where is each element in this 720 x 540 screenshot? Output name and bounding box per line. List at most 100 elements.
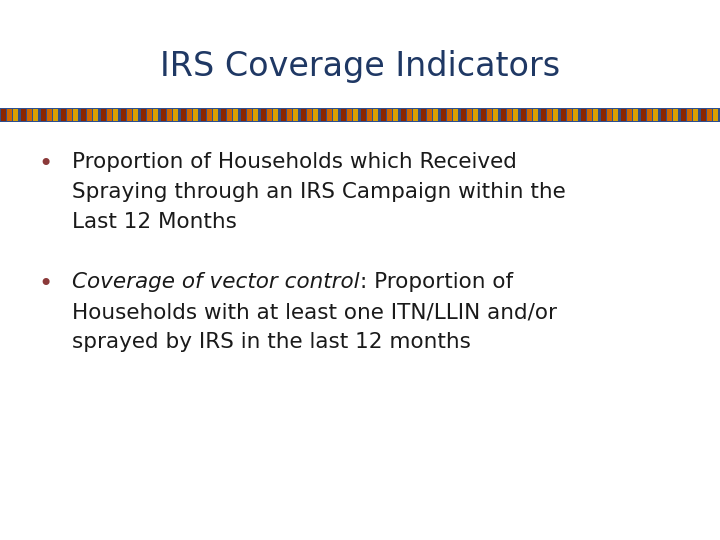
Text: Households with at least one ITN/LLIN and/or: Households with at least one ITN/LLIN an…	[72, 302, 557, 322]
Bar	[407, 109, 413, 122]
Bar	[27, 109, 32, 122]
Bar	[501, 109, 506, 122]
Text: sprayed by IRS in the last 12 months: sprayed by IRS in the last 12 months	[72, 332, 471, 352]
Bar	[607, 109, 612, 122]
Bar	[447, 109, 452, 122]
Bar	[181, 109, 186, 122]
Bar	[133, 109, 138, 122]
Bar	[667, 109, 672, 122]
Bar	[153, 109, 158, 122]
Bar	[487, 109, 492, 122]
Bar	[373, 109, 378, 122]
Bar	[21, 109, 27, 122]
Bar	[687, 109, 692, 122]
Bar	[327, 109, 332, 122]
Bar	[527, 109, 532, 122]
Bar	[7, 109, 12, 122]
Bar	[613, 109, 618, 122]
Bar	[307, 109, 312, 122]
Bar	[427, 109, 432, 122]
Bar	[541, 109, 546, 122]
Text: Spraying through an IRS Campaign within the: Spraying through an IRS Campaign within …	[72, 182, 566, 202]
Bar	[633, 109, 638, 122]
Bar	[707, 109, 712, 122]
Bar	[141, 109, 146, 122]
Bar	[413, 109, 418, 122]
Bar	[207, 109, 212, 122]
Text: Proportion of Households which Received: Proportion of Households which Received	[72, 152, 517, 172]
Bar	[173, 109, 178, 122]
Bar	[401, 109, 406, 122]
Bar	[193, 109, 198, 122]
Bar	[341, 109, 346, 122]
Bar	[273, 109, 278, 122]
Bar	[33, 109, 38, 122]
Bar	[467, 109, 472, 122]
Bar	[433, 109, 438, 122]
Bar	[473, 109, 478, 122]
Bar	[507, 109, 512, 122]
Bar	[681, 109, 686, 122]
Bar	[41, 109, 46, 122]
Bar	[642, 109, 647, 122]
Bar	[81, 109, 86, 122]
Bar	[453, 109, 458, 122]
Bar	[53, 109, 58, 122]
Bar	[102, 109, 107, 122]
Bar	[553, 109, 558, 122]
Text: •: •	[38, 152, 53, 176]
Bar	[481, 109, 487, 122]
Text: Coverage of vector control: Coverage of vector control	[72, 272, 359, 292]
Bar	[293, 109, 298, 122]
Text: •: •	[38, 272, 53, 296]
Bar	[462, 109, 467, 122]
Bar	[147, 109, 152, 122]
Bar	[347, 109, 352, 122]
Bar	[621, 109, 626, 122]
Bar	[47, 109, 53, 122]
Bar	[561, 109, 567, 122]
Bar	[587, 109, 593, 122]
Bar	[593, 109, 598, 122]
Bar	[253, 109, 258, 122]
Bar	[573, 109, 578, 122]
Bar	[233, 109, 238, 122]
Bar	[313, 109, 318, 122]
Bar	[367, 109, 372, 122]
Bar	[67, 109, 72, 122]
Bar	[441, 109, 446, 122]
Bar	[661, 109, 667, 122]
Bar	[247, 109, 252, 122]
Bar	[521, 109, 526, 122]
Bar	[421, 109, 426, 122]
Bar	[513, 109, 518, 122]
Bar	[627, 109, 632, 122]
Bar	[673, 109, 678, 122]
Bar	[127, 109, 132, 122]
Bar	[282, 109, 287, 122]
Bar	[213, 109, 218, 122]
Bar	[227, 109, 233, 122]
Bar	[93, 109, 98, 122]
Bar	[161, 109, 166, 122]
Text: : Proportion of: : Proportion of	[359, 272, 513, 292]
Bar	[107, 109, 112, 122]
Bar	[693, 109, 698, 122]
Bar	[361, 109, 366, 122]
Text: IRS Coverage Indicators: IRS Coverage Indicators	[160, 50, 560, 83]
Bar	[201, 109, 207, 122]
Bar	[393, 109, 398, 122]
Bar	[301, 109, 307, 122]
Bar	[601, 109, 606, 122]
Bar	[73, 109, 78, 122]
Bar	[653, 109, 658, 122]
Bar	[321, 109, 326, 122]
Bar	[353, 109, 358, 122]
Bar	[241, 109, 246, 122]
Bar	[713, 109, 718, 122]
Bar	[267, 109, 272, 122]
Bar	[87, 109, 92, 122]
Bar	[387, 109, 392, 122]
Bar	[261, 109, 266, 122]
Bar	[121, 109, 127, 122]
